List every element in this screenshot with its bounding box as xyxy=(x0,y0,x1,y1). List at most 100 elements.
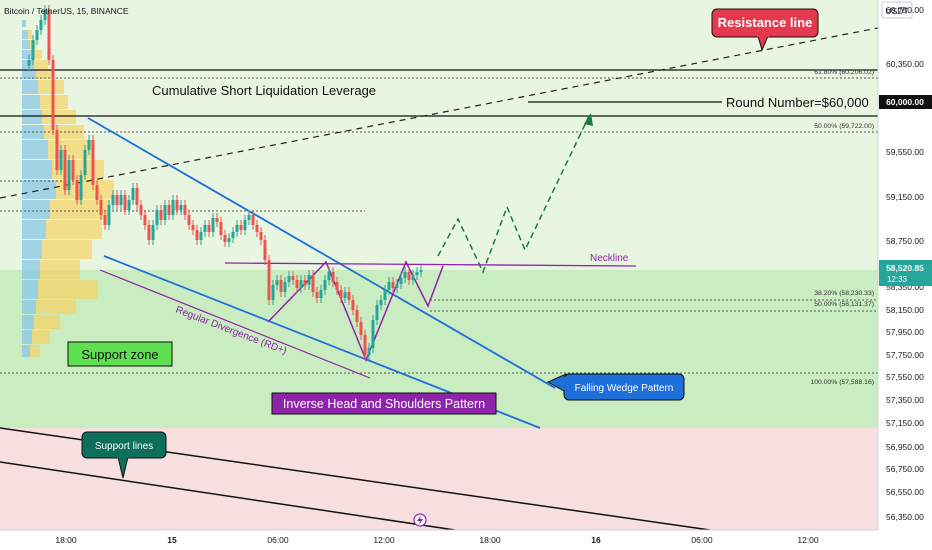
candle-body xyxy=(131,188,135,200)
current-price-badge: 58,520.85 12:33 xyxy=(879,260,932,286)
candle-body xyxy=(383,290,387,300)
candle-body xyxy=(367,348,371,355)
candle-body xyxy=(55,130,59,170)
falling-wedge-badge[interactable]: Falling Wedge Pattern xyxy=(546,373,685,401)
volume-bar xyxy=(22,200,50,219)
candle-body xyxy=(35,30,39,40)
time-label: 06:00 xyxy=(267,535,289,545)
price-tick-label: 57,350.00 xyxy=(886,395,924,405)
volume-bar xyxy=(22,345,30,357)
candle-body xyxy=(183,205,187,215)
candle-body xyxy=(115,195,119,205)
candle-body xyxy=(263,240,267,260)
falling-wedge-label: Falling Wedge Pattern xyxy=(575,383,674,394)
candle-body xyxy=(307,275,311,285)
candle-body xyxy=(155,210,159,225)
volume-bar xyxy=(22,280,38,299)
fib-label-1: 61.80% (60,206.02) xyxy=(814,69,874,76)
price-tick-label: 57,550.00 xyxy=(886,372,924,382)
price-tick-label: 59,550.00 xyxy=(886,147,924,157)
round-number-price-label: 60,000.00 xyxy=(886,97,924,107)
candle-body xyxy=(407,272,411,280)
candle-body xyxy=(311,275,315,292)
volume-bar xyxy=(22,240,42,259)
inverse-hs-path[interactable] xyxy=(267,260,444,362)
volume-bar xyxy=(34,315,60,329)
volume-bar xyxy=(22,70,36,79)
candle-body xyxy=(355,310,359,322)
candle-body xyxy=(259,232,263,240)
candle-body xyxy=(219,222,223,235)
candle-body xyxy=(335,282,339,290)
price-tick-label: 57,750.00 xyxy=(886,350,924,360)
volume-bar xyxy=(22,40,30,49)
support-lines-label: Support lines xyxy=(95,441,153,452)
candle-body xyxy=(359,322,363,335)
support-line-lower[interactable] xyxy=(0,461,456,531)
time-label: 18:00 xyxy=(55,535,77,545)
volume-bar xyxy=(22,30,28,39)
candle-body xyxy=(415,272,419,275)
candle-body xyxy=(243,220,247,230)
volume-bar xyxy=(22,140,48,159)
candle-body xyxy=(291,276,295,280)
support-lines-badge[interactable]: Support lines xyxy=(81,431,167,479)
volume-bar xyxy=(22,20,26,27)
candle-body xyxy=(147,225,151,240)
candle-body xyxy=(171,200,175,215)
volume-bar xyxy=(22,50,32,59)
time-label: 18:00 xyxy=(479,535,501,545)
candle-body xyxy=(163,205,167,220)
symbol-title: Bitcoin / TetherUS, 15, BINANCE xyxy=(4,6,129,16)
volume-bar xyxy=(38,80,64,94)
volume-bar xyxy=(22,95,40,109)
candle-body xyxy=(315,292,319,298)
time-label: 06:00 xyxy=(691,535,713,545)
candle-body xyxy=(363,335,367,355)
volume-bar xyxy=(22,315,34,329)
fib-lines xyxy=(0,77,878,374)
candle-body xyxy=(267,260,271,300)
candle-body xyxy=(339,290,343,298)
candle-body xyxy=(59,150,63,170)
candle-body xyxy=(179,205,183,210)
wedge-upper-line[interactable] xyxy=(87,117,556,389)
volume-bar xyxy=(48,140,94,159)
resistance-badge[interactable]: Resistance line xyxy=(711,8,819,52)
candle-body xyxy=(323,280,327,290)
candle-body xyxy=(175,200,179,210)
candle-body xyxy=(319,290,323,298)
support-zone-badge[interactable]: Support zone xyxy=(67,341,173,367)
projection-path xyxy=(437,113,591,274)
neckline-line[interactable] xyxy=(224,262,637,267)
fib-label-5: 100.00% (57,588.16) xyxy=(811,379,875,386)
time-axis[interactable] xyxy=(0,530,932,550)
divergence-line xyxy=(99,269,371,379)
time-label: 12:00 xyxy=(797,535,819,545)
currency-box[interactable] xyxy=(881,1,913,19)
volume-bar xyxy=(40,260,80,279)
candle-body xyxy=(227,238,231,242)
candle-body xyxy=(207,225,211,232)
price-ticks: 60,750.00 60,350.00 59,550.00 59,150.00 58,7… xyxy=(886,5,924,522)
candle-body xyxy=(31,40,35,60)
candle-body xyxy=(43,10,47,20)
lightning-icon[interactable] xyxy=(413,513,427,527)
fib-label-2: 50.00% (59,722.00) xyxy=(814,123,874,130)
volume-bar xyxy=(42,110,76,124)
price-tick-label: 56,950.00 xyxy=(886,442,924,452)
price-tick-label: 56,750.00 xyxy=(886,464,924,474)
price-tick-label: 56,550.00 xyxy=(886,487,924,497)
inverse-hs-badge[interactable]: Inverse Head and Shoulders Pattern xyxy=(271,392,497,415)
time-label: 15 xyxy=(167,535,177,545)
candle-body xyxy=(75,180,79,200)
candle-body xyxy=(403,272,407,278)
axis-corner xyxy=(878,530,932,550)
candle-body xyxy=(99,200,103,215)
volume-bar xyxy=(50,200,110,219)
candle-body xyxy=(195,230,199,240)
candle-body xyxy=(399,278,403,284)
round-number-price-badge: 60,000.00 xyxy=(879,95,932,109)
candle-body xyxy=(63,150,67,190)
